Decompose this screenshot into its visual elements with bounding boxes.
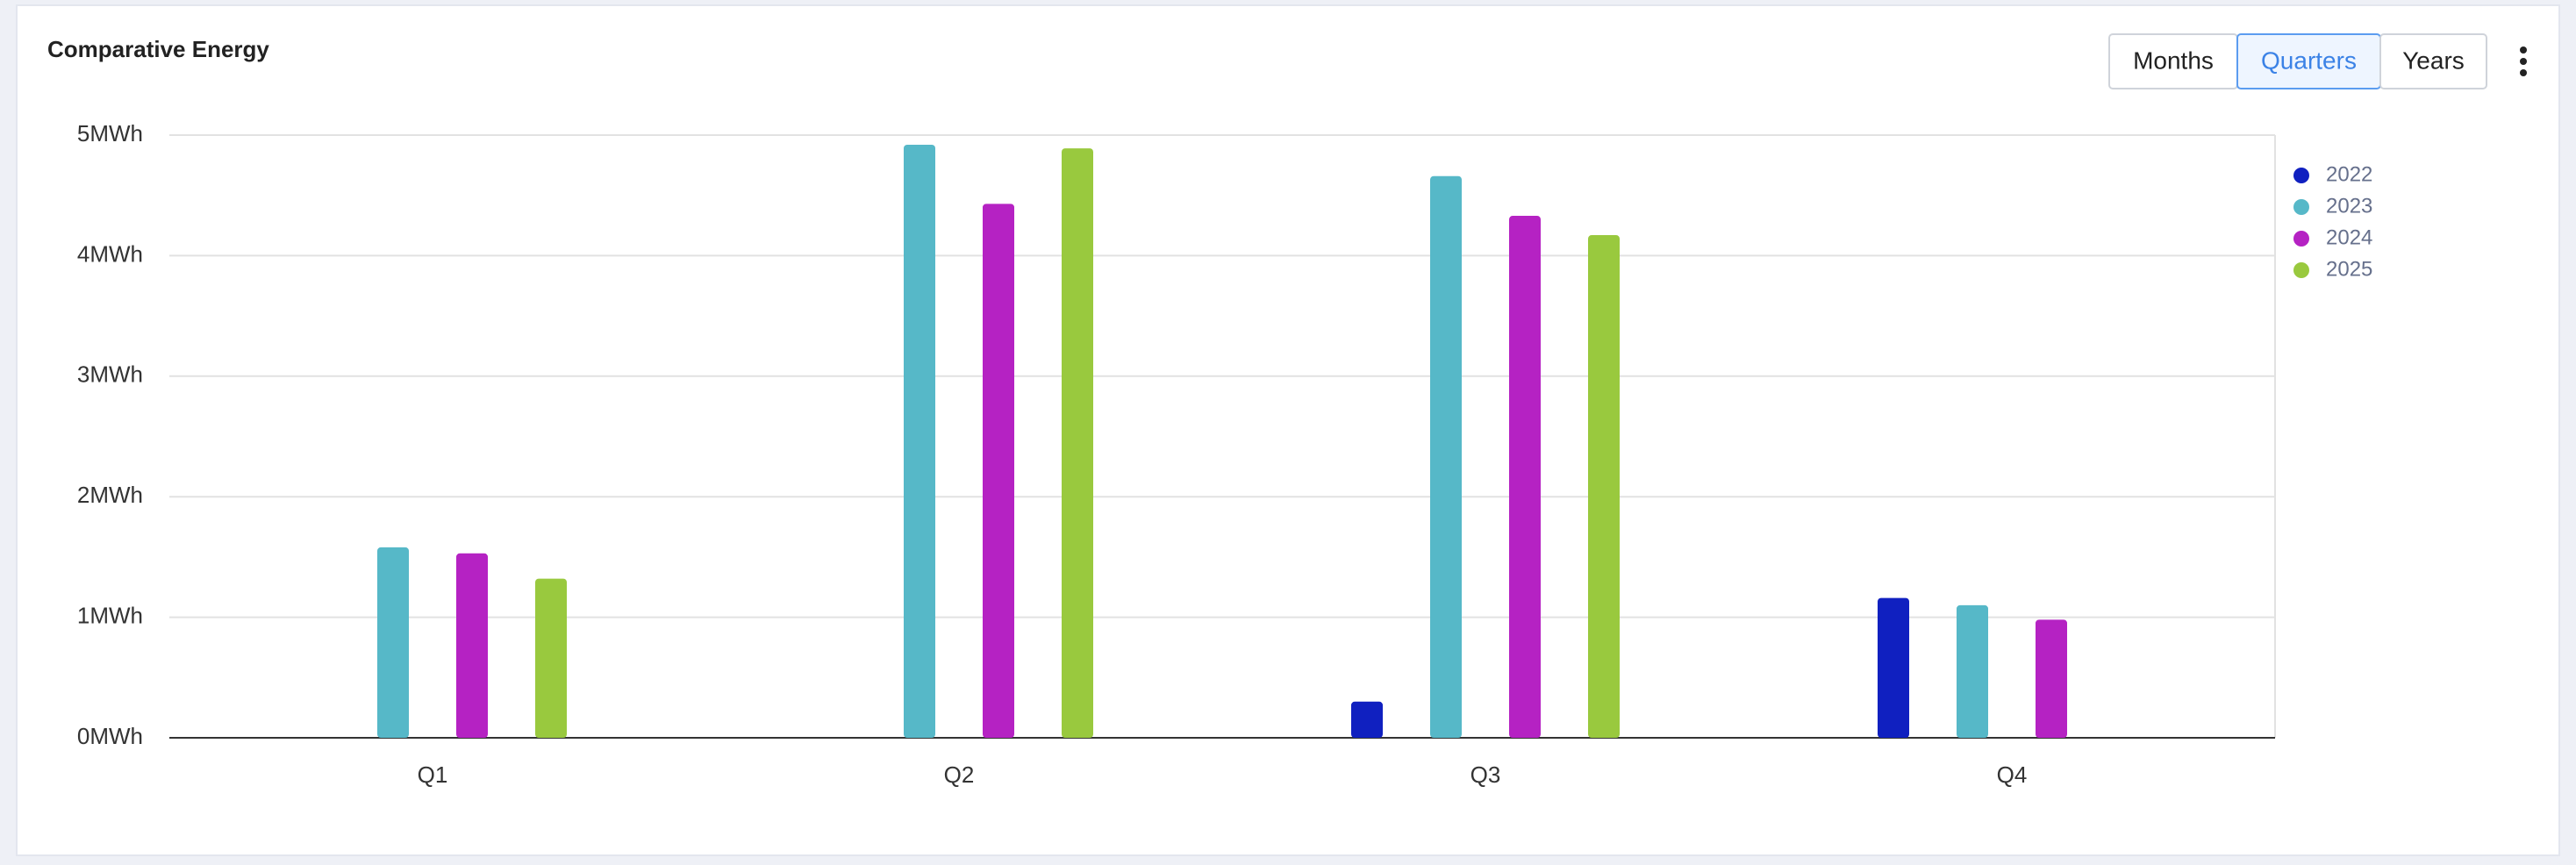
legend-label: 2023 [2326,194,2372,218]
legend-marker [2293,231,2309,247]
bar [1588,235,1620,738]
y-tick-label: 5MWh [77,120,143,147]
bar [2036,619,2067,738]
bar [1878,597,1909,738]
bar [456,553,488,738]
legend-marker [2293,168,2309,183]
range-button-label[interactable]: Months [2133,46,2214,74]
y-tick-label: 3MWh [77,361,143,388]
legend-marker [2293,262,2309,278]
legend-label: 2022 [2326,162,2372,186]
x-tick-label: Q2 [944,761,975,788]
bar [1430,175,1462,738]
y-tick-label: 4MWh [77,240,143,267]
legend-label: 2025 [2326,257,2372,281]
legend-marker [2293,199,2309,215]
range-button-label[interactable]: Quarters [2261,46,2357,74]
range-button-label[interactable]: Years [2402,46,2465,74]
card [16,4,2560,856]
y-tick-label: 1MWh [77,602,143,628]
y-tick-label: 0MWh [77,723,143,749]
x-tick-label: Q4 [1997,761,2028,788]
menu-button[interactable] [2520,46,2527,76]
bar [983,204,1014,738]
x-tick-label: Q1 [418,761,448,788]
bar [535,578,567,738]
bar [1062,148,1093,738]
x-tick-label: Q3 [1470,761,1501,788]
bar [1351,701,1383,738]
legend-label: 2024 [2326,225,2372,249]
bar [904,144,935,738]
chart-title: Comparative Energy [47,36,269,62]
bar [1509,216,1541,739]
bar [377,547,409,738]
range-button[interactable] [2379,33,2487,89]
y-tick-label: 2MWh [77,482,143,508]
bar [1957,604,1988,738]
